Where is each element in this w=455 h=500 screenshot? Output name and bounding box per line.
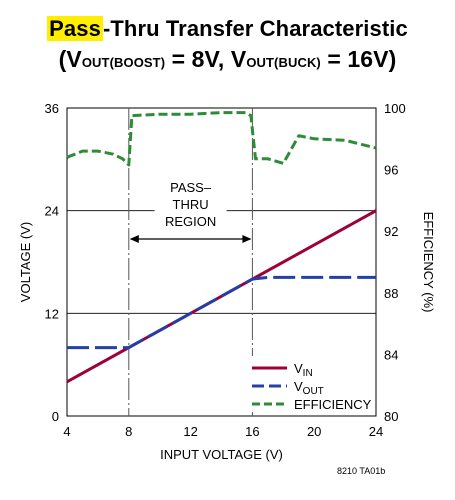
figure-id: 8210 TA01b <box>337 466 386 476</box>
x-tick-label: 16 <box>245 424 259 439</box>
x-tick-label: 24 <box>369 424 383 439</box>
y2-tick-label: 92 <box>384 224 398 239</box>
region-label-line: PASS– <box>170 180 212 195</box>
legend-label-vout: VOUT <box>294 379 324 397</box>
chart-title-line1: Pass-Thru Transfer Characteristic <box>0 16 455 42</box>
region-arrow-head-left <box>129 235 139 243</box>
y-tick-label: 24 <box>45 204 59 219</box>
y-tick-label: 0 <box>52 409 59 424</box>
series-line-vout <box>67 275 376 350</box>
x-tick-label: 20 <box>307 424 321 439</box>
title-mid: = 8V, V <box>165 46 247 72</box>
title-sub-boost: OUT(BOOST) <box>81 55 166 70</box>
y2-tick-label: 96 <box>384 163 398 178</box>
y2-axis-label: EFFICIENCY (%) <box>421 212 436 313</box>
title-open: (V <box>58 46 82 72</box>
y2-tick-label: 88 <box>384 286 398 301</box>
y-tick-label: 12 <box>45 306 59 321</box>
title-close: = 16V) <box>320 46 397 72</box>
y2-tick-label: 84 <box>384 347 398 362</box>
legend-label-vin: VIN <box>294 361 313 379</box>
region-arrow-head-right <box>242 235 252 243</box>
region-label-line: THRU <box>173 197 209 212</box>
x-tick-label: 12 <box>183 424 197 439</box>
y-axis-label: VOLTAGE (V) <box>18 222 33 302</box>
title-sub-buck: OUT(BUCK) <box>246 55 321 70</box>
y-tick-label: 36 <box>45 101 59 116</box>
series-line-vin <box>66 209 377 384</box>
chart-title-line2: (VOUT(BOOST) = 8V, VOUT(BUCK) = 16V) <box>0 46 455 73</box>
region-label-line: REGION <box>165 214 216 229</box>
y2-tick-label: 100 <box>384 101 406 116</box>
title-highlight: Pass <box>47 16 103 41</box>
x-axis-label: INPUT VOLTAGE (V) <box>160 447 283 462</box>
y2-tick-label: 80 <box>384 409 398 424</box>
x-tick-label: 8 <box>125 424 132 439</box>
series-line-efficiency <box>66 111 377 167</box>
legend-label-efficiency: EFFICIENCY <box>294 397 372 412</box>
region-label-bg <box>154 176 227 234</box>
plot-frame <box>66 107 377 417</box>
title-rest: -Thru Transfer Characteristic <box>102 16 408 41</box>
x-tick-label: 4 <box>63 424 70 439</box>
